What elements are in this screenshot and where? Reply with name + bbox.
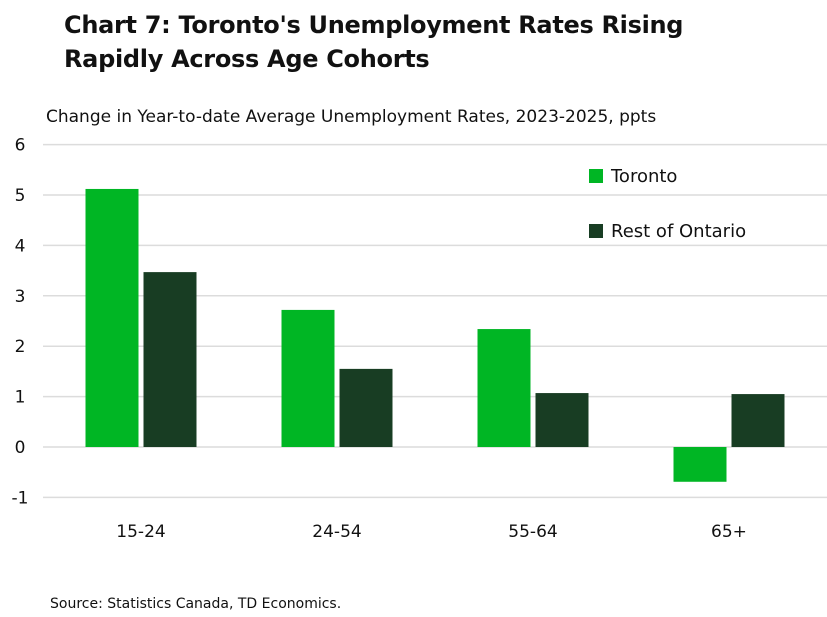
x-tick-label: 24-54: [312, 522, 361, 542]
bar-toronto-55-64: [477, 329, 531, 447]
y-tick-label: -1: [12, 488, 29, 508]
y-tick-label: 3: [15, 287, 26, 307]
y-tick-label: 1: [15, 388, 26, 408]
bar-rest-of-ontario-15-24: [143, 272, 197, 447]
bar-toronto-15-24: [85, 188, 139, 447]
x-tick-label: 55-64: [508, 522, 557, 542]
y-tick-label: 6: [15, 136, 26, 156]
y-tick-label: 4: [15, 236, 26, 256]
legend-label: Rest of Ontario: [611, 221, 746, 242]
x-tick-label: 65+: [711, 522, 747, 542]
y-tick-label: 5: [15, 186, 26, 206]
chart-subtitle: Change in Year-to-date Average Unemploym…: [46, 107, 657, 127]
chart-title: Chart 7: Toronto's Unemployment Rates Ri…: [64, 11, 684, 73]
bar-rest-of-ontario-65+: [731, 394, 785, 447]
bar-rest-of-ontario-55-64: [535, 393, 589, 447]
legend-swatch: [589, 224, 603, 238]
y-tick-label: 0: [15, 438, 26, 458]
legend-swatch: [589, 169, 603, 183]
bar-toronto-24-54: [281, 309, 335, 447]
x-tick-label: 15-24: [116, 522, 165, 542]
source-note: Source: Statistics Canada, TD Economics.: [50, 596, 342, 612]
bar-rest-of-ontario-24-54: [339, 368, 393, 447]
y-tick-label: 2: [15, 337, 26, 357]
bar-toronto-65+: [673, 447, 727, 482]
legend-label: Toronto: [610, 166, 677, 187]
